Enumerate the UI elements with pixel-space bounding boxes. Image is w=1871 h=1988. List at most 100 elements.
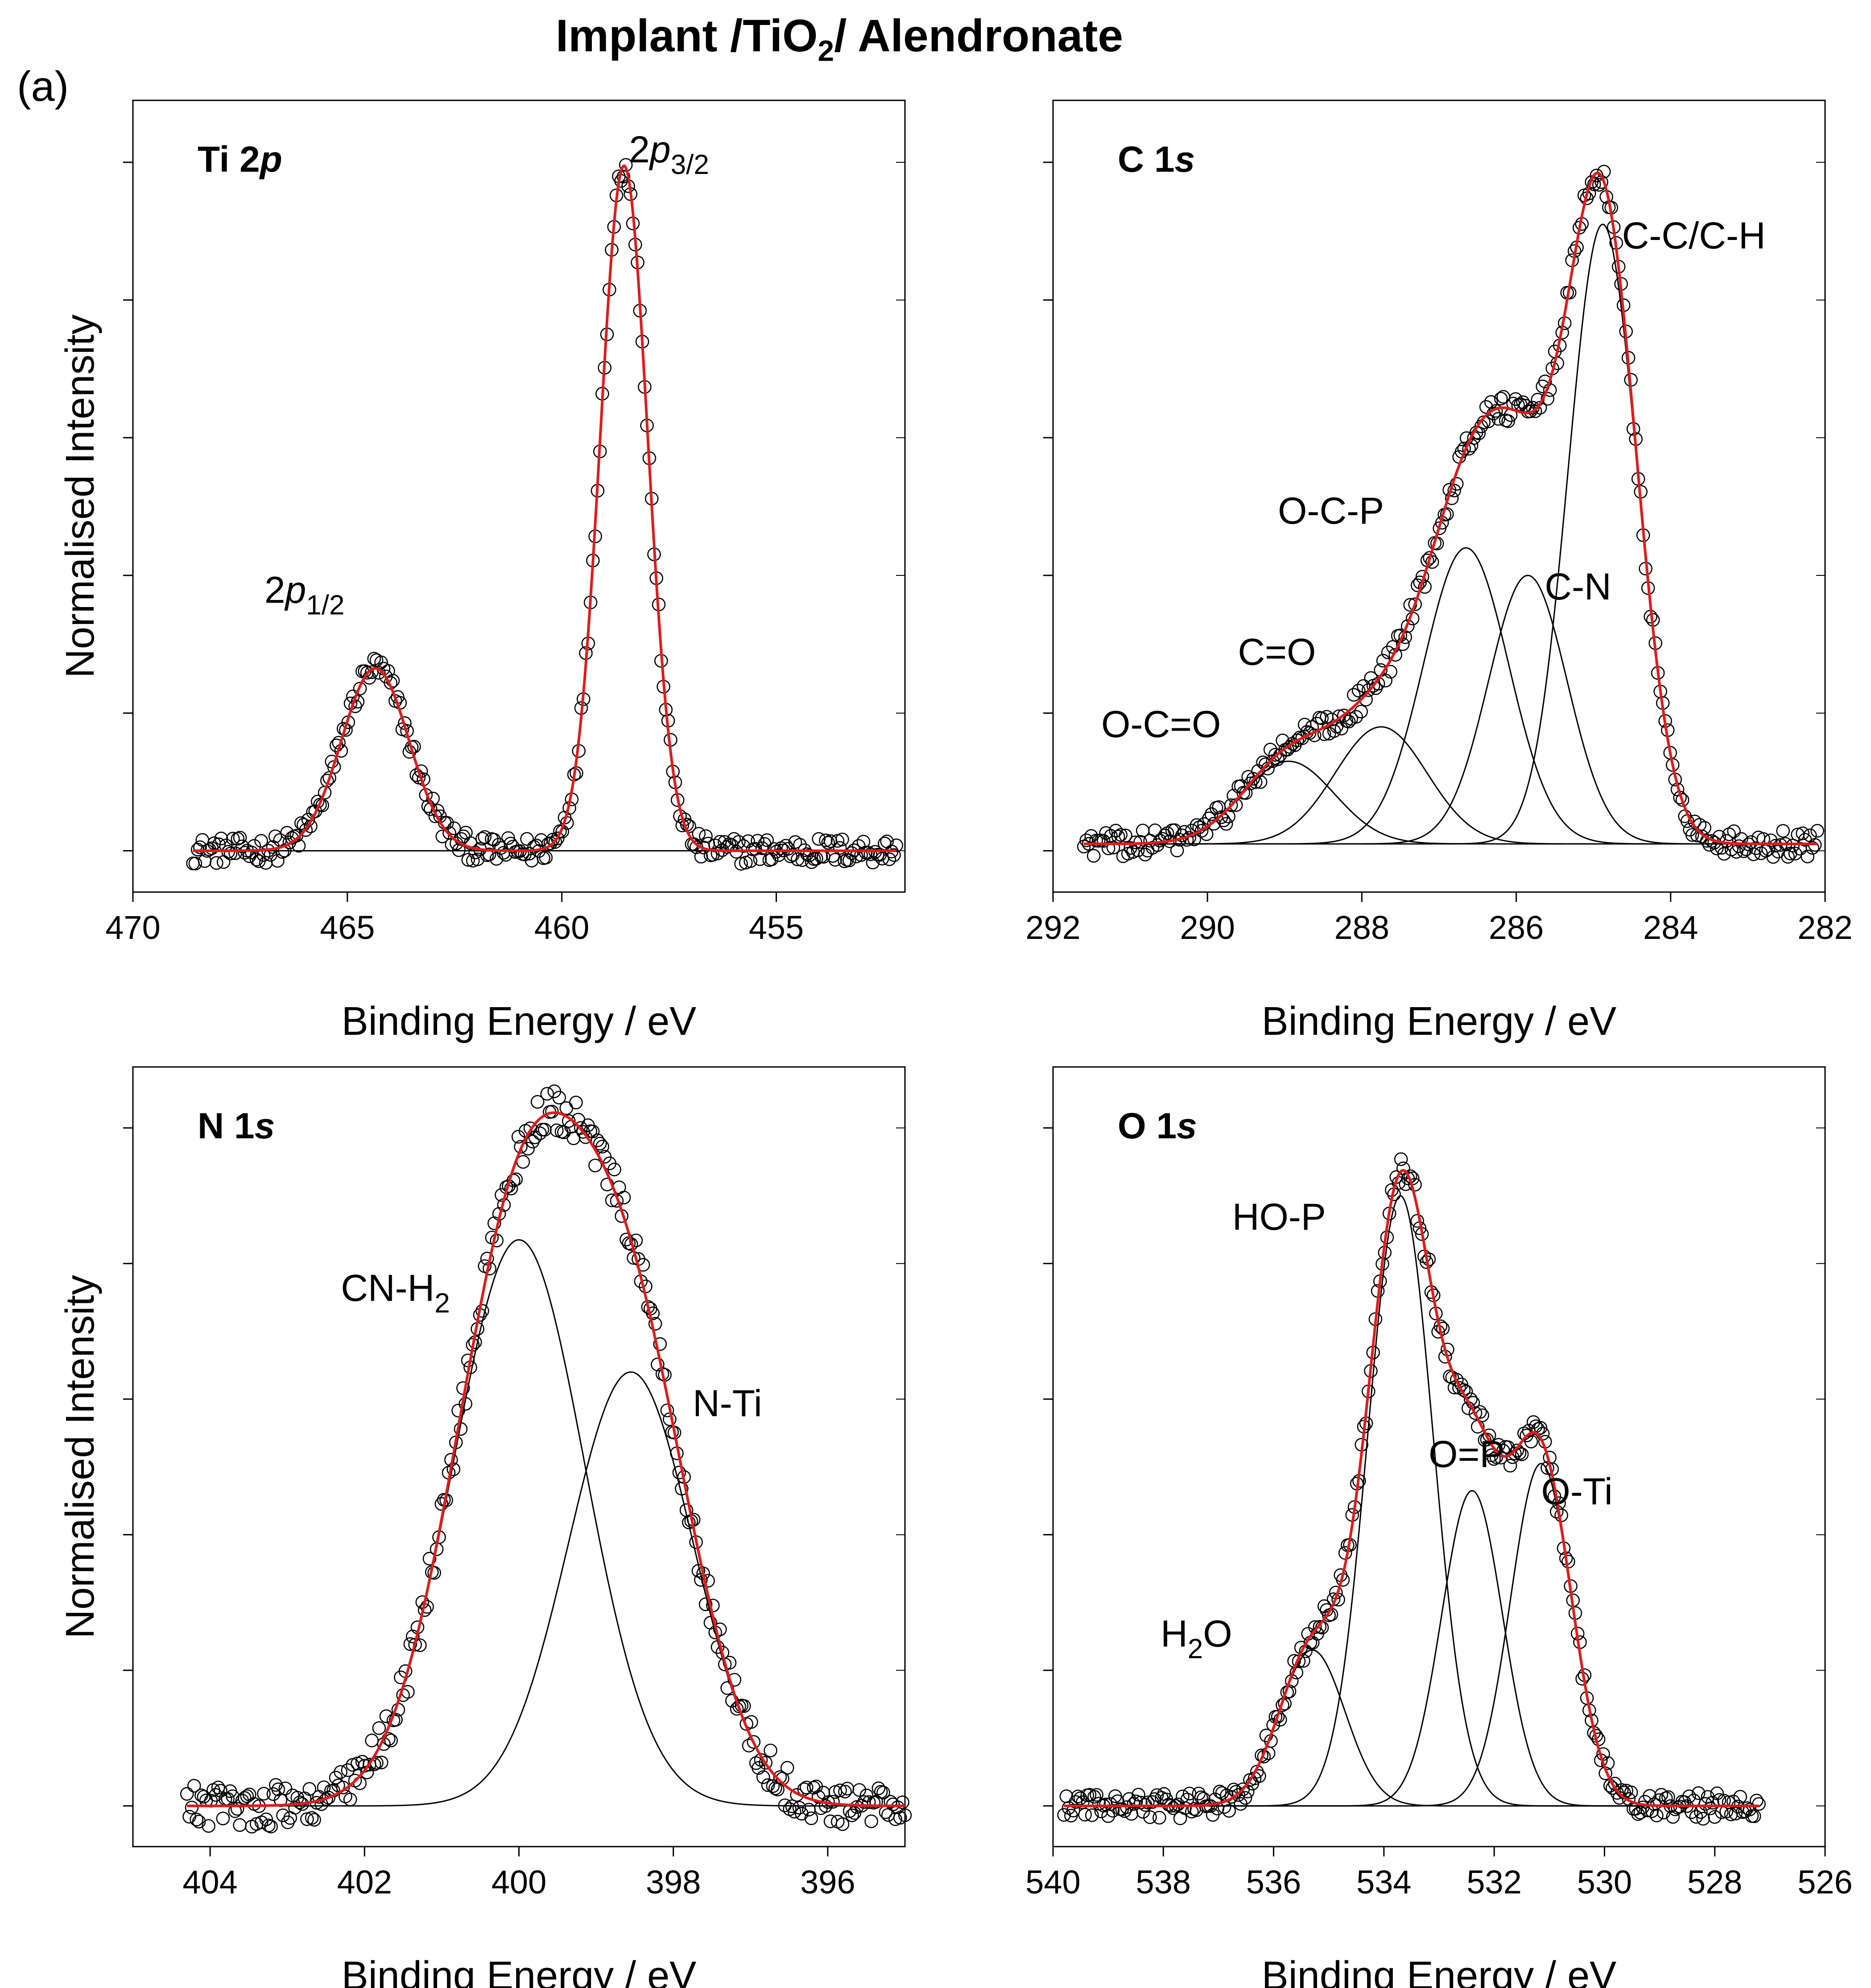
- data-point: [1538, 374, 1552, 389]
- x-tick-label: 470: [105, 909, 160, 946]
- data-point: [1394, 1152, 1408, 1166]
- peak-annotation: 2p1/2: [264, 569, 345, 621]
- data-point: [240, 1789, 254, 1803]
- data-point: [850, 1800, 864, 1814]
- data-point: [864, 1814, 878, 1828]
- data-point: [1710, 1786, 1724, 1800]
- data-point: [1400, 619, 1415, 633]
- data-point: [1408, 597, 1422, 612]
- data-point: [305, 1811, 319, 1825]
- data-point: [271, 1782, 285, 1796]
- peak-annotation: O-Ti: [1541, 1470, 1613, 1512]
- data-point: [1682, 1790, 1696, 1803]
- data-point: [1650, 1808, 1664, 1823]
- data-point: [701, 1574, 715, 1588]
- data-point: [823, 1814, 838, 1828]
- data-point: [504, 1182, 518, 1195]
- data-point: [365, 1733, 379, 1748]
- data-point: [1422, 1252, 1436, 1266]
- data-point: [280, 826, 294, 840]
- data-point: [1057, 1808, 1071, 1822]
- data-point: [752, 1761, 765, 1775]
- envelope-fit-curve: [1084, 171, 1817, 845]
- annotation-text: C=O: [1238, 631, 1316, 673]
- data-point: [1601, 1756, 1615, 1770]
- data-point: [372, 666, 386, 680]
- data-point: [530, 1095, 545, 1109]
- data-point: [1796, 827, 1809, 840]
- data-point: [245, 846, 259, 860]
- peak-annotation: 2p3/2: [629, 128, 709, 180]
- envelope-fit-curve: [187, 1111, 905, 1807]
- peak-annotation: O-C=O: [1101, 703, 1221, 745]
- data-point: [559, 1101, 574, 1115]
- data-point: [1524, 1434, 1538, 1449]
- figure-title: Implant /TiO2/ Alendronate: [0, 10, 1679, 67]
- data-point: [435, 830, 450, 843]
- data-point: [852, 1783, 866, 1797]
- data-point: [1059, 1789, 1074, 1803]
- peak-annotation: C-N: [1545, 566, 1611, 608]
- data-point: [528, 1130, 542, 1145]
- data-point: [420, 1600, 434, 1614]
- data-point: [1468, 1406, 1483, 1420]
- x-tick-label: 398: [646, 1864, 701, 1901]
- x-axis-label: Binding Energy / eV: [1262, 1954, 1617, 1988]
- data-point: [759, 1756, 772, 1770]
- data-point: [1423, 551, 1437, 565]
- panel-ti-2p: 470 465 460 455 Binding Energy / eV Normalise…: [58, 99, 906, 1044]
- data-point: [764, 852, 779, 866]
- plot-frame: [1052, 99, 1826, 893]
- annotation-italic: p: [648, 128, 671, 170]
- data-point: [1631, 1807, 1645, 1821]
- data-point: [389, 1713, 403, 1727]
- data-point: [480, 1252, 494, 1265]
- data-point: [768, 1781, 782, 1795]
- data-point: [569, 1095, 583, 1110]
- annotation-italic: p: [284, 569, 306, 611]
- annotation-text: HO-P: [1232, 1196, 1326, 1238]
- data-point: [261, 1819, 276, 1832]
- data-point: [828, 853, 842, 867]
- data-point: [1273, 1713, 1287, 1727]
- panel-title: Ti 2p: [198, 139, 282, 180]
- data-point: [1781, 850, 1795, 864]
- data-point: [764, 1744, 777, 1757]
- data-point: [522, 847, 537, 861]
- data-point: [1351, 684, 1366, 698]
- data-point: [648, 1317, 662, 1331]
- panel-c-1s: 292 290 288 286 284 282 Binding Energy / eV C 1…: [1025, 99, 1853, 1044]
- data-point: [773, 1770, 787, 1784]
- data-point: [1747, 847, 1760, 861]
- data-point: [876, 1785, 890, 1800]
- data-point: [264, 1819, 278, 1834]
- data-point: [182, 1810, 196, 1824]
- data-point: [330, 738, 343, 752]
- data-point: [607, 1162, 621, 1177]
- data-point: [1696, 1812, 1710, 1826]
- data-point: [496, 846, 511, 860]
- data-point: [1143, 1810, 1157, 1824]
- x-tick-label: 532: [1466, 1864, 1521, 1901]
- annotation-subscript: 2: [1188, 1634, 1203, 1665]
- data-point: [247, 839, 261, 853]
- data-point: [1776, 824, 1790, 838]
- data-point: [343, 1793, 357, 1806]
- x-tick-label: 402: [337, 1864, 392, 1901]
- data-point: [1085, 1808, 1099, 1822]
- x-tick-label: 282: [1797, 909, 1852, 946]
- data-point: [1643, 1789, 1656, 1803]
- data-point: [1273, 748, 1287, 762]
- annotation-suffix: O: [1203, 1613, 1232, 1655]
- data-point: [235, 839, 249, 853]
- data-point: [1450, 477, 1464, 491]
- data-point: [1334, 722, 1348, 736]
- plot-frame: [132, 99, 906, 893]
- data-point: [1708, 1810, 1722, 1824]
- data-point: [1752, 1797, 1766, 1811]
- data-point: [475, 832, 489, 846]
- panel-title: C 1s: [1118, 139, 1195, 180]
- data-point: [830, 1814, 845, 1829]
- data-point: [1766, 850, 1780, 864]
- y-axis-label: Normalised Intensity: [58, 314, 103, 678]
